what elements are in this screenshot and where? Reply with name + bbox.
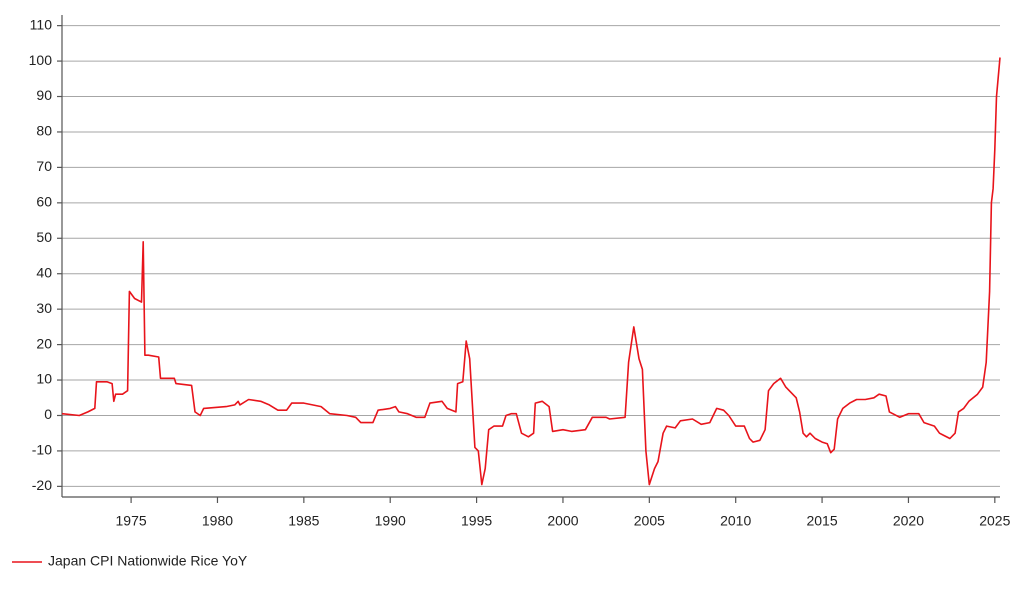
y-tick-label: -10 — [32, 442, 52, 458]
y-tick-label: 60 — [36, 194, 52, 210]
y-tick-label: 20 — [36, 335, 52, 351]
y-tick-label: 40 — [36, 264, 52, 280]
x-tick-label: 1985 — [288, 513, 319, 529]
x-tick-label: 1990 — [375, 513, 406, 529]
x-tick-label: 2010 — [720, 513, 751, 529]
x-tick-label: 1975 — [116, 513, 147, 529]
x-tick-label: 1980 — [202, 513, 233, 529]
y-tick-label: 70 — [36, 158, 52, 174]
y-tick-label: 0 — [44, 406, 52, 422]
y-tick-label: 80 — [36, 123, 52, 139]
y-tick-label: 110 — [30, 16, 53, 32]
y-tick-label: 90 — [36, 87, 52, 103]
x-tick-label: 2000 — [547, 513, 578, 529]
y-tick-label: 30 — [36, 300, 52, 316]
data-line — [61, 57, 1001, 486]
y-tick-label: 100 — [29, 52, 53, 68]
x-tick-label: 2015 — [806, 513, 837, 529]
y-tick-label: 10 — [36, 371, 52, 387]
x-tick-label: 2005 — [634, 513, 665, 529]
x-tick-label: 2020 — [893, 513, 924, 529]
y-tick-label: 50 — [36, 229, 52, 245]
x-tick-label: 1995 — [461, 513, 492, 529]
legend-label: Japan CPI Nationwide Rice YoY — [48, 553, 248, 569]
y-tick-label: -20 — [32, 477, 52, 493]
x-tick-label: 2025 — [979, 513, 1010, 529]
